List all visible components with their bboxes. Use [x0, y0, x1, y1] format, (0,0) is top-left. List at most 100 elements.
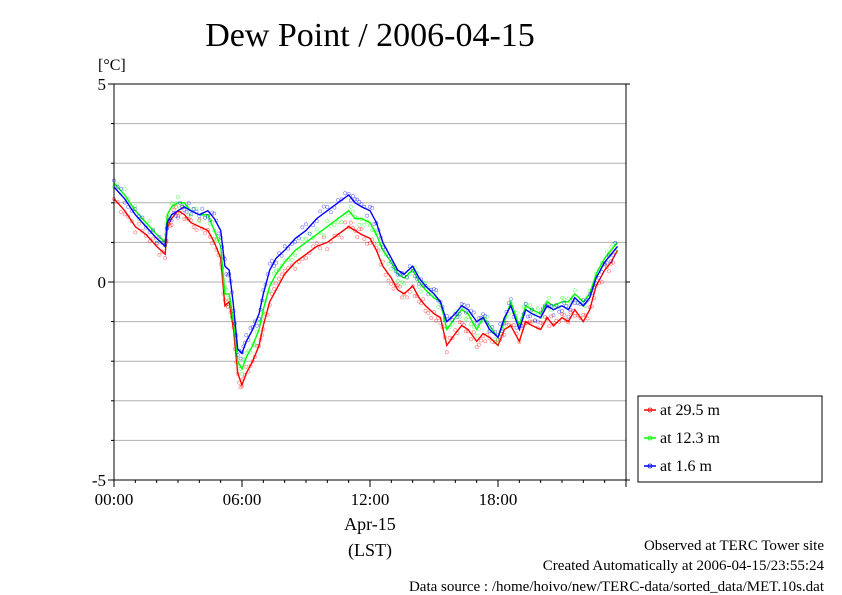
series-point — [526, 314, 530, 319]
series-point — [184, 209, 189, 214]
series-point — [176, 214, 180, 218]
series-point — [205, 213, 210, 218]
series-point — [197, 217, 202, 222]
series-point — [119, 210, 124, 215]
series-point — [212, 211, 217, 216]
series-point — [554, 303, 559, 308]
series-point — [169, 201, 174, 206]
series-point — [122, 187, 127, 192]
series-point — [365, 213, 370, 218]
series-point — [564, 318, 569, 323]
series-point — [328, 210, 333, 215]
series-point — [432, 287, 436, 292]
series-point — [133, 207, 138, 212]
series-point — [339, 220, 344, 225]
y-tick-label: 5 — [98, 75, 107, 94]
series-point — [216, 231, 221, 236]
series-point — [200, 206, 205, 211]
series-point — [459, 320, 464, 325]
footer-data-source: Data source : /home/hoivo/new/TERC-data/… — [409, 579, 825, 595]
series-point — [572, 313, 577, 318]
series-point — [362, 237, 367, 242]
series-point — [434, 288, 439, 293]
series-point — [140, 215, 145, 220]
footer-observed: Observed at TERC Tower site — [644, 538, 824, 554]
series-point — [238, 356, 243, 361]
series-point — [176, 215, 180, 220]
series-point — [365, 241, 370, 246]
series-point — [405, 276, 409, 281]
x-axis-label: (LST) — [348, 540, 392, 561]
series-point — [182, 204, 187, 209]
series-point — [410, 284, 415, 289]
series-point — [350, 193, 355, 198]
series-line — [113, 186, 619, 355]
series-point — [197, 219, 202, 224]
series-point — [471, 330, 476, 335]
series-point — [300, 225, 305, 230]
series-point — [122, 200, 127, 205]
series-point — [478, 319, 483, 324]
series-point — [336, 220, 340, 225]
series-point — [426, 292, 431, 297]
series-point — [560, 312, 564, 317]
series-point — [562, 297, 567, 302]
series-point — [572, 288, 577, 293]
series-point — [157, 235, 162, 239]
series-point — [434, 318, 439, 323]
series-point — [421, 297, 426, 302]
series-point — [279, 272, 284, 277]
series-point — [169, 222, 174, 227]
series-point — [368, 241, 372, 246]
series-point — [119, 186, 124, 191]
series-point — [400, 270, 404, 275]
series-point — [533, 318, 537, 323]
series-point — [611, 242, 616, 246]
series-point — [182, 217, 187, 221]
series-point — [535, 319, 540, 324]
series-point — [321, 204, 326, 209]
series-point — [585, 298, 590, 303]
series-point — [412, 294, 417, 298]
series-point — [348, 220, 353, 225]
series-point — [562, 313, 567, 317]
series-point — [423, 283, 428, 288]
series-point — [476, 342, 481, 347]
series-point — [186, 201, 191, 206]
series-point — [359, 227, 364, 231]
series-point — [395, 283, 400, 288]
series-point — [274, 281, 279, 286]
series-point — [528, 314, 532, 319]
series-point — [469, 322, 473, 327]
series-point — [325, 219, 330, 224]
series-point — [191, 207, 196, 211]
series-point — [560, 295, 564, 300]
series-point — [581, 312, 586, 317]
series-point — [611, 253, 616, 258]
series-point — [154, 241, 159, 245]
series-point — [304, 256, 308, 261]
series-point — [171, 207, 176, 212]
series-point — [389, 267, 394, 272]
series-point — [355, 197, 360, 202]
series-point — [318, 209, 323, 214]
series-point — [325, 247, 330, 252]
series-point — [474, 333, 479, 338]
chart-title: Dew Point / 2006-04-15 — [205, 17, 535, 54]
series-point — [395, 279, 400, 283]
series-point — [279, 253, 284, 258]
series-point — [474, 345, 479, 350]
series-line — [113, 182, 619, 371]
x-tick-label: 18:00 — [479, 490, 518, 509]
grid-lines — [114, 123, 626, 441]
series-point — [538, 310, 543, 315]
series-point — [395, 272, 400, 277]
series-point — [607, 269, 611, 274]
series-point — [450, 317, 455, 322]
series-point — [572, 301, 577, 306]
series-point — [407, 264, 412, 269]
series-point — [129, 219, 134, 224]
series-point — [248, 326, 253, 331]
legend-swatch-point — [647, 435, 653, 441]
series-point — [188, 213, 193, 218]
